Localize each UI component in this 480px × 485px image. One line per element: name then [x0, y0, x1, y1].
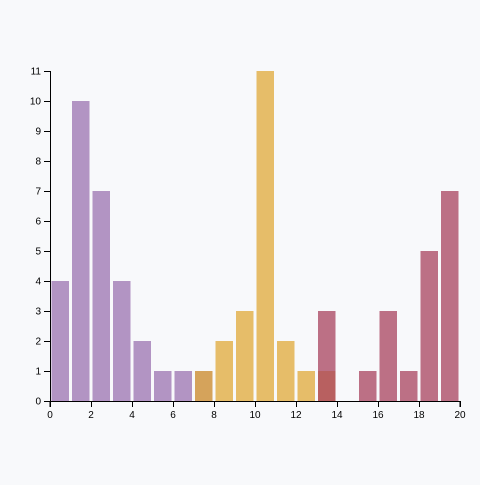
x-tick-label: 16 — [372, 410, 384, 421]
y-tick-label: 0 — [35, 397, 41, 408]
bar-series1-bin-4 — [133, 341, 151, 401]
bar-series3-bin-17 — [400, 371, 418, 401]
x-tick-label: 14 — [331, 410, 343, 421]
bar-series2-bin-9 — [236, 311, 254, 401]
y-axis-line — [44, 71, 51, 402]
bar-series2-bin-7 — [195, 371, 213, 401]
y-tick-label: 9 — [35, 127, 41, 138]
y-tick-label: 6 — [35, 217, 41, 228]
bar-series1-bin-5 — [154, 371, 172, 401]
y-tick-label: 4 — [35, 277, 41, 288]
x-tick-label: 2 — [88, 410, 94, 421]
y-tick-label: 7 — [35, 187, 41, 198]
bar-series1-bin-0 — [51, 281, 69, 401]
x-tick-label: 20 — [454, 410, 466, 421]
y-tick-label: 2 — [35, 337, 41, 348]
bar-series1-bin-1 — [72, 101, 90, 401]
y-tick-label: 5 — [35, 247, 41, 258]
bars-layer — [51, 71, 459, 401]
x-tick-label: 18 — [413, 410, 425, 421]
bar-series1-bin-3 — [113, 281, 131, 401]
bar-series2-bin-8 — [215, 341, 233, 401]
x-tick-label: 8 — [211, 410, 217, 421]
bar-series2-bin-11 — [277, 341, 295, 401]
x-tick-label: 10 — [249, 410, 261, 421]
bar-series1-bin-6 — [174, 371, 192, 401]
bar-series2-bin-12 — [297, 371, 315, 401]
x-tick-label: 4 — [129, 410, 135, 421]
bar-series3-bin-19 — [441, 191, 459, 401]
y-tick-label: 11 — [31, 67, 42, 78]
x-axis: 0 2 4 6 8 10 12 14 16 18 20 — [47, 401, 466, 421]
y-tick-label: 3 — [35, 307, 41, 318]
bar-series3-bin-16 — [379, 311, 397, 401]
bar-series1-bin-2 — [92, 191, 110, 401]
bar-series3-bin-15 — [359, 371, 377, 401]
bar-series2-bin-10 — [256, 71, 274, 401]
bar-series3-bin-13 — [318, 311, 336, 401]
y-tick-label: 10 — [30, 97, 42, 108]
bar-series3-bin-18 — [420, 251, 438, 401]
x-tick-label: 6 — [170, 410, 176, 421]
y-axis: 0 1 2 3 4 5 6 7 8 9 10 11 — [30, 67, 51, 408]
y-tick-label: 1 — [35, 367, 41, 378]
x-tick-label: 0 — [47, 410, 53, 421]
x-tick-label: 12 — [290, 410, 302, 421]
y-tick-label: 8 — [35, 157, 41, 168]
